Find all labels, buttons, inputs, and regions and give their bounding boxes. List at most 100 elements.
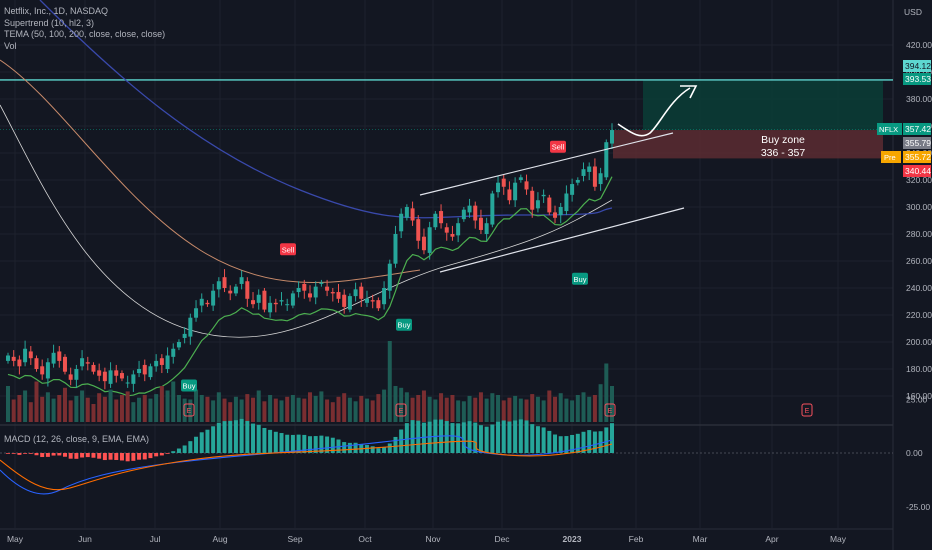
volume-bar	[370, 400, 375, 422]
volume-bar	[564, 398, 569, 422]
x-tick-label: Oct	[358, 534, 372, 544]
macd-histogram-bar	[387, 443, 392, 453]
macd-histogram-bar	[125, 453, 130, 462]
macd-histogram-bar	[313, 436, 318, 453]
volume-bar	[347, 397, 352, 422]
macd-histogram-bar	[154, 453, 159, 457]
macd-histogram-bar	[251, 423, 256, 453]
volume-bar	[490, 393, 495, 422]
macd-histogram-bar	[108, 453, 113, 460]
volume-bar	[547, 390, 552, 422]
y-tick-label: 160.00	[906, 391, 932, 401]
session-tag-text: Pre	[884, 153, 896, 162]
projection-arrow	[617, 87, 691, 137]
candle	[102, 371, 107, 382]
volume-bar	[131, 402, 136, 422]
macd-histogram-bar	[524, 420, 529, 453]
macd-histogram-bar	[6, 453, 10, 454]
supertrend-legend[interactable]: Supertrend (10, hl2, 3)	[4, 17, 95, 28]
candle	[290, 293, 295, 306]
macd-histogram-bar	[342, 442, 347, 453]
volume-bar	[484, 398, 489, 422]
volume-bar	[467, 395, 472, 422]
volume-bar	[245, 394, 250, 422]
volume-bar	[541, 400, 546, 422]
macd-histogram-bar	[296, 434, 301, 453]
candle	[518, 177, 523, 180]
price-label-text: 393.53	[905, 74, 931, 84]
symbol-title[interactable]: Netflix, Inc., 1D, NASDAQ	[4, 6, 109, 16]
candle	[40, 366, 45, 375]
candle	[6, 355, 10, 361]
macd-legend[interactable]: MACD (12, 26, close, 9, EMA, EMA)	[4, 434, 150, 444]
buy-zone-label: Buy zone	[761, 134, 805, 146]
volume-bar	[535, 396, 540, 422]
macd-histogram-bar	[467, 421, 472, 453]
channel-upper-line	[419, 132, 674, 196]
macd-histogram-bar	[279, 433, 284, 453]
volume-bar	[97, 393, 102, 422]
macd-histogram-bar	[478, 425, 483, 453]
candle	[444, 227, 449, 233]
candle	[273, 302, 278, 305]
price-label-text: 355.79	[905, 138, 931, 148]
tema-legend[interactable]: TEMA (50, 100, 200, close, close, close)	[4, 29, 166, 39]
candle	[376, 300, 381, 309]
x-tick-label: Feb	[629, 534, 644, 544]
candle	[97, 370, 102, 376]
macd-histogram-bar	[416, 420, 421, 453]
candle	[319, 282, 324, 284]
macd-histogram-bar	[501, 420, 506, 453]
price-label	[903, 165, 931, 177]
volume-bar	[62, 387, 67, 422]
volume-bar	[478, 392, 483, 422]
buy-signal	[572, 272, 588, 285]
macd-histogram-bar	[228, 420, 233, 453]
candle	[507, 189, 512, 201]
signal-line	[0, 440, 613, 491]
volume-bar	[205, 396, 210, 422]
candle	[330, 292, 335, 294]
candle	[154, 360, 159, 367]
macd-histogram-bar	[347, 442, 352, 453]
macd-histogram-bar	[490, 424, 495, 453]
price-labels: 394.12 393.53 357.42 NFLX 355.79 355.72 Pre 340…	[877, 60, 931, 177]
x-tick-label: Jun	[78, 534, 92, 544]
candle	[233, 286, 238, 294]
macd-histogram-bar	[211, 426, 216, 453]
macd-histogram-bar	[507, 421, 512, 453]
candle	[439, 211, 444, 224]
candle	[108, 370, 113, 384]
macd-histogram-bar	[245, 420, 250, 453]
volume-bar	[40, 396, 45, 422]
macd-histogram-bar	[102, 453, 107, 461]
macd-histogram-bar	[456, 423, 461, 453]
macd-histogram-bar	[142, 453, 147, 460]
volume-bar	[17, 395, 22, 422]
macd-histogram-bar	[404, 423, 409, 453]
candle	[85, 362, 90, 364]
volume-bar	[575, 395, 580, 422]
x-tick-label: Jul	[150, 534, 161, 544]
candle	[461, 209, 466, 220]
volume-bar	[211, 400, 216, 422]
macd-histogram-bar	[325, 436, 330, 453]
x-tick-label: Sep	[287, 534, 302, 544]
y-tick-label: 200.00	[906, 337, 932, 347]
macd-histogram-bar	[604, 427, 609, 453]
ticker-tag	[877, 123, 902, 135]
vol-legend[interactable]: Vol	[4, 40, 17, 51]
candle	[496, 182, 501, 193]
macd-y-tick-label: -25.00	[906, 502, 930, 512]
candle	[279, 300, 284, 302]
volume-bar	[421, 390, 426, 422]
volume-bar	[142, 395, 147, 422]
candle	[575, 180, 580, 183]
candle	[410, 208, 415, 221]
candle	[558, 207, 563, 216]
candle	[251, 300, 256, 305]
volume-bar	[137, 397, 142, 422]
volume-bar	[45, 392, 50, 422]
candle	[62, 356, 67, 372]
